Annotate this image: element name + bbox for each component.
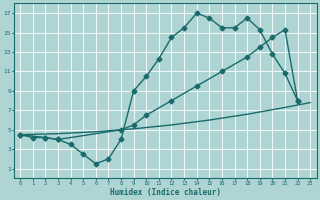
- X-axis label: Humidex (Indice chaleur): Humidex (Indice chaleur): [110, 188, 220, 197]
